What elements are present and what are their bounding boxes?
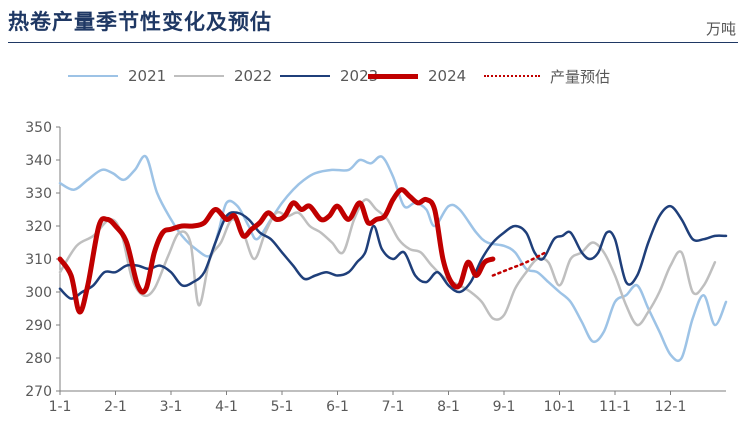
x-tick-label: 3-1 bbox=[160, 399, 183, 415]
x-tick-label: 6-1 bbox=[326, 399, 349, 415]
x-tick-label: 5-1 bbox=[271, 399, 294, 415]
legend-item-1: 2022 bbox=[174, 64, 272, 88]
x-tick-label: 12-1 bbox=[655, 399, 687, 415]
series-line-2024 bbox=[57, 187, 496, 315]
title-underline bbox=[8, 42, 738, 43]
legend-item-4: 产量预估 bbox=[484, 64, 610, 88]
legend-item-2: 2023 bbox=[280, 64, 378, 88]
y-tick-label: 320 bbox=[25, 219, 52, 235]
x-tick-label: 10-1 bbox=[544, 399, 576, 415]
legend-swatch-0 bbox=[68, 75, 118, 77]
legend-label-2: 2023 bbox=[340, 67, 379, 85]
legend-item-0: 2021 bbox=[68, 64, 166, 88]
legend-label-3: 2024 bbox=[428, 67, 467, 85]
x-tick-label: 11-1 bbox=[599, 399, 631, 415]
series-line-2023 bbox=[58, 204, 728, 300]
x-tick-label: 4-1 bbox=[215, 399, 238, 415]
y-tick-label: 330 bbox=[25, 186, 52, 202]
x-tick-label: 1-1 bbox=[49, 399, 72, 415]
series-line-2022 bbox=[58, 198, 717, 327]
legend-swatch-1 bbox=[174, 75, 224, 77]
x-tick-label: 7-1 bbox=[382, 399, 405, 415]
legend-label-4: 产量预估 bbox=[550, 67, 611, 86]
y-tick-label: 290 bbox=[25, 318, 52, 334]
legend-label-0: 2021 bbox=[128, 67, 167, 85]
legend-label-1: 2022 bbox=[234, 67, 273, 85]
y-tick-label: 340 bbox=[25, 153, 52, 169]
legend-swatch-2 bbox=[280, 75, 330, 77]
series-line-产量预估 bbox=[491, 251, 547, 277]
unit-label: 万吨 bbox=[705, 20, 736, 38]
legend-item-3: 2024 bbox=[368, 64, 466, 88]
legend-swatch-4 bbox=[484, 75, 540, 77]
x-tick-label: 2-1 bbox=[104, 399, 127, 415]
y-tick-label: 350 bbox=[25, 120, 52, 136]
x-tick-label: 8-1 bbox=[437, 399, 460, 415]
chart-title: 热卷产量季节性变化及预估 bbox=[8, 9, 272, 34]
y-tick-label: 280 bbox=[25, 351, 52, 367]
x-tick-label: 9-1 bbox=[493, 399, 516, 415]
y-tick-label: 310 bbox=[25, 252, 52, 268]
y-tick-label: 270 bbox=[25, 384, 52, 400]
y-tick-label: 300 bbox=[25, 285, 52, 301]
legend-swatch-3 bbox=[368, 73, 418, 79]
